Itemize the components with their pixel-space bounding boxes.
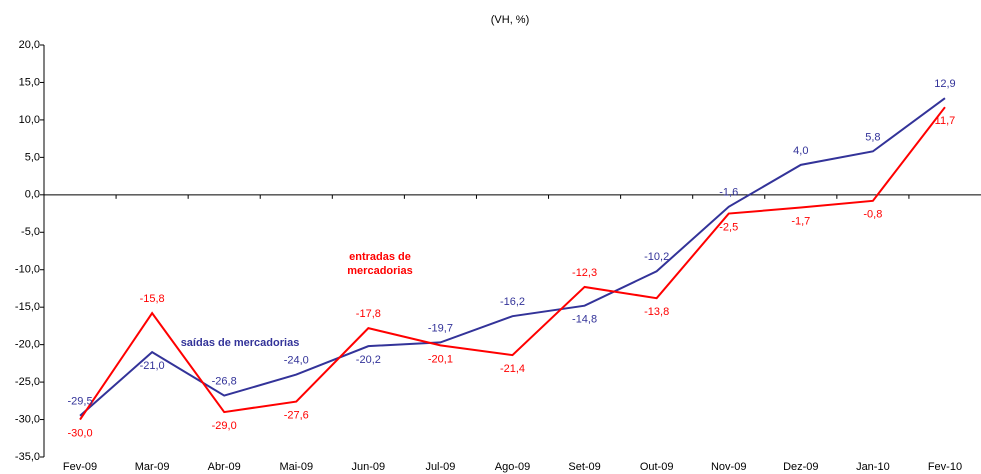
y-tick-label: -35,0 — [15, 451, 40, 463]
data-label: -10,2 — [644, 251, 669, 263]
y-tick-label: 10,0 — [19, 114, 40, 126]
data-label: -27,6 — [284, 409, 309, 421]
data-label: -1,6 — [719, 187, 738, 199]
data-label: 11,7 — [935, 115, 956, 127]
data-label: 5,8 — [865, 131, 880, 143]
y-tick-label: -25,0 — [15, 376, 40, 388]
y-tick-label: -15,0 — [15, 301, 40, 313]
chart-title: (VH, %) — [491, 14, 530, 26]
data-label: -26,8 — [212, 375, 237, 387]
data-label: -21,0 — [140, 360, 165, 372]
data-label: -14,8 — [572, 314, 597, 326]
series-label: saídas de mercadorias — [180, 337, 300, 349]
series-line — [79, 97, 946, 417]
x-tick-label: Fev-10 — [928, 461, 962, 473]
data-label: -29,5 — [67, 396, 92, 408]
data-label: -24,0 — [284, 355, 309, 367]
x-tick-label: Mar-09 — [135, 461, 170, 473]
data-label: -15,8 — [140, 293, 165, 305]
data-label: -13,8 — [644, 306, 669, 318]
series-line — [79, 106, 946, 421]
x-tick-label: Nov-09 — [711, 461, 746, 473]
data-label: 12,9 — [934, 78, 955, 90]
data-label: -1,7 — [791, 215, 810, 227]
data-label: -21,4 — [500, 363, 525, 375]
legend-entry: saídas de mercadorias — [180, 337, 300, 349]
y-tick-label: 20,0 — [19, 39, 40, 51]
y-tick-label: -20,0 — [15, 339, 40, 351]
x-tick-label: Ago-09 — [495, 461, 530, 473]
x-tick-label: Mai-09 — [279, 461, 313, 473]
x-tick-label: Out-09 — [640, 461, 674, 473]
x-tick-label: Fev-09 — [63, 461, 97, 473]
data-label: 4,0 — [793, 145, 808, 157]
y-tick-label: -30,0 — [15, 413, 40, 425]
legend-entry: entradas de mercadorias — [347, 251, 413, 277]
x-tick-label: Abr-09 — [208, 461, 241, 473]
data-label: -20,2 — [356, 354, 381, 366]
series-label: entradas de mercadorias — [347, 251, 413, 277]
data-label: -2,5 — [719, 221, 738, 233]
data-label: -12,3 — [572, 267, 597, 279]
x-tick-label: Set-09 — [568, 461, 600, 473]
data-label: -29,0 — [212, 420, 237, 432]
data-label: -30,0 — [67, 427, 92, 439]
y-tick-label: 0,0 — [25, 189, 40, 201]
data-label: -16,2 — [500, 296, 525, 308]
data-label: -0,8 — [863, 209, 882, 221]
y-tick-label: 15,0 — [19, 76, 40, 88]
y-tick-label: -5,0 — [21, 226, 40, 238]
y-tick-label: -10,0 — [15, 264, 40, 276]
y-tick-label: 5,0 — [25, 151, 40, 163]
x-tick-label: Jun-09 — [352, 461, 386, 473]
x-tick-label: Dez-09 — [783, 461, 818, 473]
data-label: -19,7 — [428, 322, 453, 334]
x-tick-label: Jul-09 — [425, 461, 455, 473]
data-label: -20,1 — [428, 353, 453, 365]
data-label: -17,8 — [356, 308, 381, 320]
x-tick-label: Jan-10 — [856, 461, 890, 473]
